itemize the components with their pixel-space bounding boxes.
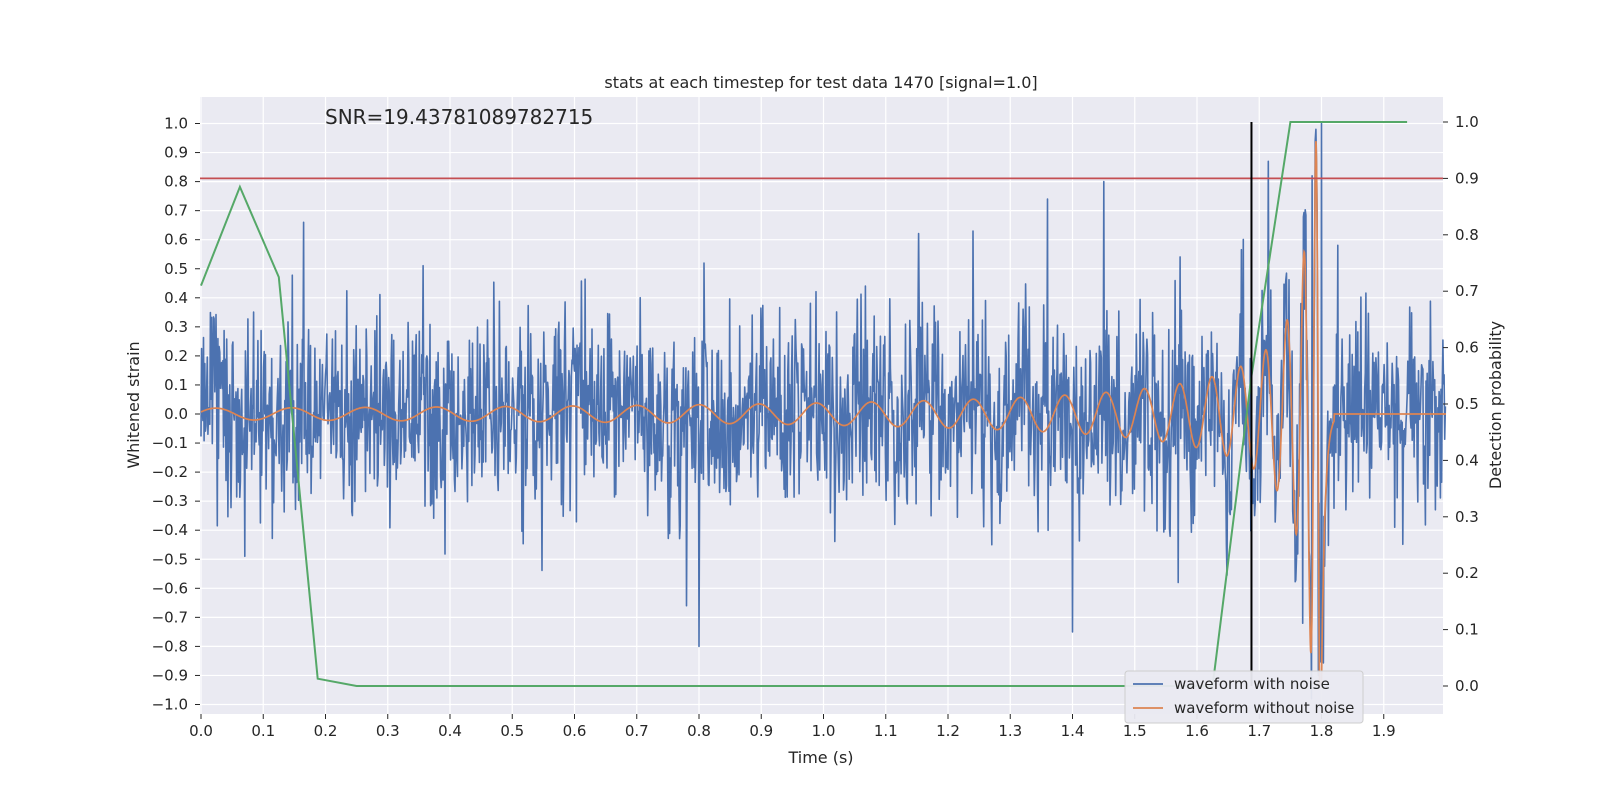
- series-clean-line: [200, 141, 1446, 686]
- y-tick-label: 0.1: [164, 376, 188, 394]
- y-tick-label: −0.1: [152, 434, 188, 452]
- y-axis-label: Whitened strain: [124, 341, 143, 468]
- x-tick-label: 0.0: [189, 722, 213, 740]
- y-tick-label: −1.0: [152, 696, 188, 714]
- y-right-tick-label: 0.5: [1455, 395, 1479, 413]
- grid: [200, 97, 1443, 714]
- y-right-tick-label: 0.7: [1455, 282, 1479, 300]
- x-tick-label: 1.7: [1247, 722, 1271, 740]
- x-tick-label: 1.3: [998, 722, 1022, 740]
- x-tick-label: 0.6: [563, 722, 587, 740]
- x-tick-label: 1.5: [1123, 722, 1147, 740]
- y-right-tick-label: 0.4: [1455, 451, 1479, 469]
- y-tick-label: 1.0: [164, 115, 188, 133]
- y-tick-label: −0.3: [152, 492, 188, 510]
- y-tick-label: −0.2: [152, 463, 188, 481]
- y-tick-label: 0.4: [164, 289, 188, 307]
- x-tick-label: 1.2: [936, 722, 960, 740]
- y-axis-label-right: Detection probability: [1486, 321, 1505, 489]
- y-tick-label: 0.2: [164, 347, 188, 365]
- y-tick-label: −0.6: [152, 579, 188, 597]
- y-tick-label: −0.5: [152, 550, 188, 568]
- y-tick-label: −0.4: [152, 521, 188, 539]
- y-ticks-right: 1.0 0.9 0.8 0.7 0.6 0.5 0.4 0.3 0.2 0.1 0.0: [1443, 113, 1479, 695]
- x-tick-label: 1.6: [1185, 722, 1209, 740]
- y-right-tick-label: 1.0: [1455, 113, 1479, 131]
- legend-label-noise: waveform with noise: [1174, 675, 1330, 693]
- x-tick-label: 0.1: [251, 722, 275, 740]
- y-tick-label: 0.7: [164, 202, 188, 220]
- x-tick-label: 1.4: [1061, 722, 1085, 740]
- y-right-tick-label: 0.1: [1455, 621, 1479, 639]
- snr-annotation: SNR=19.43781089782715: [325, 105, 593, 129]
- y-right-tick-label: 0.0: [1455, 677, 1479, 695]
- y-right-tick-label: 0.2: [1455, 564, 1479, 582]
- y-right-tick-label: 0.6: [1455, 339, 1479, 357]
- x-tick-label: 0.5: [500, 722, 524, 740]
- y-right-tick-label: 0.9: [1455, 169, 1479, 187]
- legend-box: [1124, 670, 1364, 724]
- y-tick-label: 0.6: [164, 231, 188, 249]
- legend-label-clean: waveform without noise: [1174, 699, 1354, 717]
- y-right-tick-label: 0.3: [1455, 508, 1479, 526]
- y-tick-label: 0.5: [164, 260, 188, 278]
- x-tick-label: 1.9: [1372, 722, 1396, 740]
- x-ticks: 0.0 0.1 0.2 0.3 0.4 0.5 0.6 0.7 0.8 0.9 1.0 1.1 1.2 1…: [189, 714, 1396, 740]
- x-tick-label: 0.8: [687, 722, 711, 740]
- x-tick-label: 0.9: [749, 722, 773, 740]
- x-tick-label: 0.2: [314, 722, 338, 740]
- x-tick-label: 1.0: [812, 722, 836, 740]
- x-tick-label: 0.3: [376, 722, 400, 740]
- y-ticks: 1.0 0.9 0.8 0.7 0.6 0.5 0.4 0.3 0.2 0.1 0.0 −0.1 −0.…: [152, 115, 200, 714]
- x-tick-label: 0.7: [625, 722, 649, 740]
- x-axis-label: Time (s): [787, 748, 853, 767]
- legend: waveform with noise waveform without noi…: [1124, 670, 1364, 724]
- y-tick-label: 0.9: [164, 144, 188, 162]
- y-tick-label: 0.0: [164, 405, 188, 423]
- y-tick-label: −0.9: [152, 666, 188, 684]
- y-tick-label: −0.8: [152, 637, 188, 655]
- x-tick-label: 1.8: [1310, 722, 1334, 740]
- x-tick-label: 0.4: [438, 722, 462, 740]
- x-tick-label: 1.1: [874, 722, 898, 740]
- y-tick-label: −0.7: [152, 608, 188, 626]
- y-right-tick-label: 0.8: [1455, 226, 1479, 244]
- y-tick-label: 0.8: [164, 173, 188, 191]
- y-tick-label: 0.3: [164, 318, 188, 336]
- chart-title: stats at each timestep for test data 147…: [604, 73, 1037, 92]
